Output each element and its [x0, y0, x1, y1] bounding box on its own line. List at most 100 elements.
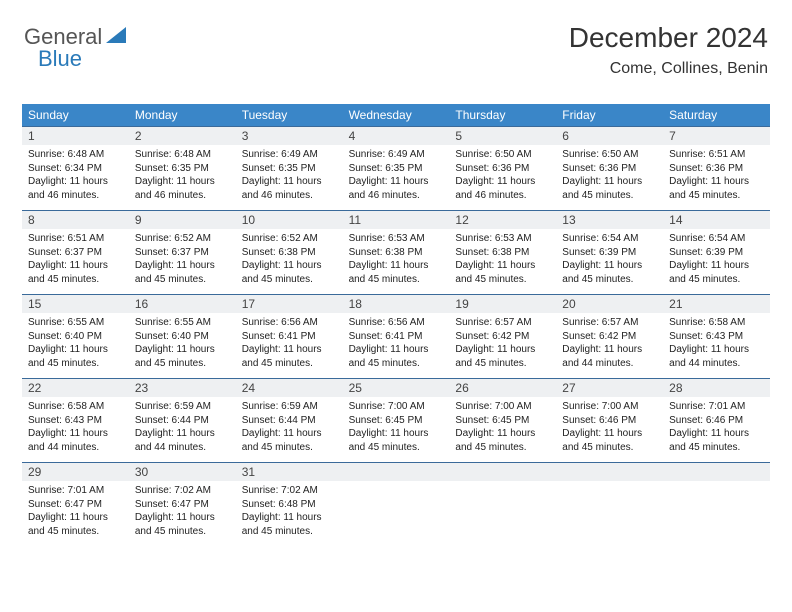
daylight-line: Daylight: 11 hours and 45 minutes. [242, 343, 337, 370]
daylight-line: Daylight: 11 hours and 44 minutes. [135, 427, 230, 454]
day-number-empty [556, 463, 663, 481]
col-monday: Monday [129, 104, 236, 126]
day-info: Sunrise: 6:56 AMSunset: 6:41 PMDaylight:… [349, 316, 444, 370]
day-number: 5 [449, 127, 556, 145]
daylight-line: Daylight: 11 hours and 44 minutes. [28, 427, 123, 454]
col-wednesday: Wednesday [343, 104, 450, 126]
sunrise-line: Sunrise: 7:01 AM [669, 400, 764, 414]
day-cell: 16Sunrise: 6:55 AMSunset: 6:40 PMDayligh… [129, 295, 236, 378]
day-cell [449, 463, 556, 546]
week-row: 15Sunrise: 6:55 AMSunset: 6:40 PMDayligh… [22, 294, 770, 378]
sunset-line: Sunset: 6:36 PM [455, 162, 550, 176]
sunrise-line: Sunrise: 6:56 AM [242, 316, 337, 330]
day-number: 31 [236, 463, 343, 481]
day-info: Sunrise: 7:00 AMSunset: 6:45 PMDaylight:… [349, 400, 444, 454]
sunrise-line: Sunrise: 6:48 AM [135, 148, 230, 162]
daylight-line: Daylight: 11 hours and 45 minutes. [455, 427, 550, 454]
sunset-line: Sunset: 6:38 PM [242, 246, 337, 260]
sunrise-line: Sunrise: 6:49 AM [349, 148, 444, 162]
daylight-line: Daylight: 11 hours and 45 minutes. [242, 511, 337, 538]
col-sunday: Sunday [22, 104, 129, 126]
daylight-line: Daylight: 11 hours and 45 minutes. [135, 511, 230, 538]
sunset-line: Sunset: 6:46 PM [562, 414, 657, 428]
day-number: 14 [663, 211, 770, 229]
day-cell: 25 Sunrise: 7:00 AMSunset: 6:45 PMDayligh… [343, 379, 450, 462]
daylight-line: Daylight: 11 hours and 45 minutes. [669, 427, 764, 454]
sunrise-line: Sunrise: 6:52 AM [242, 232, 337, 246]
day-info: Sunrise: 6:48 AMSunset: 6:35 PMDaylight:… [135, 148, 230, 202]
sunset-line: Sunset: 6:38 PM [455, 246, 550, 260]
sunset-line: Sunset: 6:41 PM [349, 330, 444, 344]
daylight-line: Daylight: 11 hours and 45 minutes. [562, 259, 657, 286]
sunset-line: Sunset: 6:41 PM [242, 330, 337, 344]
day-number: 6 [556, 127, 663, 145]
day-number: 21 [663, 295, 770, 313]
sunrise-line: Sunrise: 6:59 AM [135, 400, 230, 414]
sunrise-line: Sunrise: 7:02 AM [242, 484, 337, 498]
day-cell: 2Sunrise: 6:48 AMSunset: 6:35 PMDaylight… [129, 127, 236, 210]
day-number-empty [449, 463, 556, 481]
daylight-line: Daylight: 11 hours and 45 minutes. [562, 175, 657, 202]
day-cell: 7Sunrise: 6:51 AMSunset: 6:36 PMDaylight… [663, 127, 770, 210]
sunset-line: Sunset: 6:35 PM [135, 162, 230, 176]
daylight-line: Daylight: 11 hours and 45 minutes. [562, 427, 657, 454]
day-number: 23 [129, 379, 236, 397]
day-info: Sunrise: 7:02 AMSunset: 6:47 PMDaylight:… [135, 484, 230, 538]
day-cell: 20Sunrise: 6:57 AMSunset: 6:42 PMDayligh… [556, 295, 663, 378]
day-number: 27 [556, 379, 663, 397]
day-number: 13 [556, 211, 663, 229]
day-cell: 26Sunrise: 7:00 AMSunset: 6:45 PMDayligh… [449, 379, 556, 462]
sunset-line: Sunset: 6:40 PM [135, 330, 230, 344]
daylight-line: Daylight: 11 hours and 45 minutes. [349, 343, 444, 370]
day-number: 10 [236, 211, 343, 229]
day-cell: 21Sunrise: 6:58 AMSunset: 6:43 PMDayligh… [663, 295, 770, 378]
daylight-line: Daylight: 11 hours and 45 minutes. [135, 259, 230, 286]
day-cell: 27Sunrise: 7:00 AMSunset: 6:46 PMDayligh… [556, 379, 663, 462]
sunrise-line: Sunrise: 6:51 AM [669, 148, 764, 162]
sunrise-line: Sunrise: 7:00 AM [349, 400, 444, 414]
day-cell: 11Sunrise: 6:53 AMSunset: 6:38 PMDayligh… [343, 211, 450, 294]
sunset-line: Sunset: 6:42 PM [455, 330, 550, 344]
page-title: December 2024 [569, 22, 768, 54]
sunrise-line: Sunrise: 6:49 AM [242, 148, 337, 162]
daylight-line: Daylight: 11 hours and 45 minutes. [135, 343, 230, 370]
daylight-line: Daylight: 11 hours and 45 minutes. [28, 511, 123, 538]
sunrise-line: Sunrise: 6:48 AM [28, 148, 123, 162]
day-number: 1 [22, 127, 129, 145]
sunrise-line: Sunrise: 6:57 AM [455, 316, 550, 330]
day-cell: 13 Sunrise: 6:54 AMSunset: 6:39 PMDayligh… [556, 211, 663, 294]
col-tuesday: Tuesday [236, 104, 343, 126]
day-cell: 8Sunrise: 6:51 AMSunset: 6:37 PMDaylight… [22, 211, 129, 294]
day-info: Sunrise: 6:54 AMSunset: 6:39 PMDaylight:… [562, 232, 657, 286]
week-row: 1Sunrise: 6:48 AMSunset: 6:34 PMDaylight… [22, 126, 770, 210]
sunset-line: Sunset: 6:39 PM [562, 246, 657, 260]
sunset-line: Sunset: 6:42 PM [562, 330, 657, 344]
sunset-line: Sunset: 6:37 PM [28, 246, 123, 260]
sunset-line: Sunset: 6:45 PM [349, 414, 444, 428]
day-cell: 10 Sunrise: 6:52 AMSunset: 6:38 PMDayligh… [236, 211, 343, 294]
day-info: Sunrise: 6:56 AMSunset: 6:41 PMDaylight:… [242, 316, 337, 370]
day-number: 7 [663, 127, 770, 145]
daylight-line: Daylight: 11 hours and 46 minutes. [455, 175, 550, 202]
day-number: 24 [236, 379, 343, 397]
day-number: 15 [22, 295, 129, 313]
day-number: 25 [343, 379, 450, 397]
sunrise-line: Sunrise: 6:55 AM [28, 316, 123, 330]
day-number: 3 [236, 127, 343, 145]
day-number: 26 [449, 379, 556, 397]
daylight-line: Daylight: 11 hours and 45 minutes. [242, 259, 337, 286]
sunset-line: Sunset: 6:40 PM [28, 330, 123, 344]
week-row: 8Sunrise: 6:51 AMSunset: 6:37 PMDaylight… [22, 210, 770, 294]
sunset-line: Sunset: 6:46 PM [669, 414, 764, 428]
day-info: Sunrise: 6:59 AMSunset: 6:44 PMDaylight:… [242, 400, 337, 454]
week-row: 22Sunrise: 6:58 AMSunset: 6:43 PMDayligh… [22, 378, 770, 462]
day-info: Sunrise: 7:02 AMSunset: 6:48 PMDaylight:… [242, 484, 337, 538]
daylight-line: Daylight: 11 hours and 45 minutes. [669, 175, 764, 202]
day-number: 16 [129, 295, 236, 313]
sunset-line: Sunset: 6:35 PM [349, 162, 444, 176]
day-cell [343, 463, 450, 546]
day-cell: 17Sunrise: 6:56 AMSunset: 6:41 PMDayligh… [236, 295, 343, 378]
day-info: Sunrise: 6:49 AMSunset: 6:35 PMDaylight:… [242, 148, 337, 202]
logo-word2: Blue [38, 46, 82, 71]
sunset-line: Sunset: 6:47 PM [28, 498, 123, 512]
